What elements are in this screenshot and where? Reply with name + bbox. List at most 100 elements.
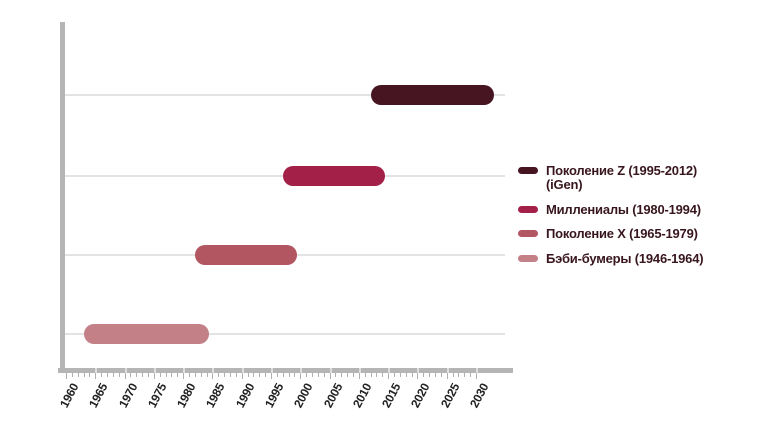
minor-tick [130, 373, 131, 377]
minor-tick [406, 373, 407, 377]
axis-segment-gap [359, 368, 361, 373]
minor-tick [376, 373, 377, 377]
major-tick [476, 373, 477, 379]
minor-tick [207, 373, 208, 377]
minor-tick [371, 373, 372, 377]
minor-tick [218, 373, 219, 377]
minor-tick [142, 373, 143, 377]
minor-tick [382, 373, 383, 377]
minor-tick [253, 373, 254, 377]
minor-tick [324, 373, 325, 377]
axis-segment-gap [330, 368, 332, 373]
legend-item: Поколение Z (1995-2012) (iGen) [518, 164, 703, 192]
legend-label: Миллениалы (1980-1994) [546, 201, 701, 217]
generation-span-bar [282, 166, 386, 186]
major-tick [417, 373, 418, 379]
major-tick [95, 373, 96, 379]
minor-tick [341, 373, 342, 377]
minor-tick [423, 373, 424, 377]
minor-tick [265, 373, 266, 377]
minor-tick [119, 373, 120, 377]
minor-tick [201, 373, 202, 377]
minor-tick [458, 373, 459, 377]
minor-tick [248, 373, 249, 377]
minor-tick [435, 373, 436, 377]
minor-tick [335, 373, 336, 377]
minor-tick [224, 373, 225, 377]
major-tick [388, 373, 389, 379]
x-axis-tick-label: 1960 [57, 381, 82, 411]
minor-tick [72, 373, 73, 377]
minor-tick [283, 373, 284, 377]
minor-tick [166, 373, 167, 377]
minor-tick [136, 373, 137, 377]
minor-tick [148, 373, 149, 377]
major-tick [271, 373, 272, 379]
axis-segment-gap [242, 368, 244, 373]
major-tick [154, 373, 155, 379]
axis-segment-gap [212, 368, 214, 373]
legend-swatch-icon [518, 205, 538, 213]
minor-tick [289, 373, 290, 377]
minor-tick [230, 373, 231, 377]
minor-tick [429, 373, 430, 377]
axis-segment-gap [388, 368, 390, 373]
minor-tick [177, 373, 178, 377]
gridline [65, 94, 505, 96]
minor-tick [353, 373, 354, 377]
legend-label: Поколение Z (1995-2012) (iGen) [546, 163, 698, 192]
minor-tick [101, 373, 102, 377]
axis-segment-gap [300, 368, 302, 373]
generation-span-bar [194, 245, 298, 265]
minor-tick [113, 373, 114, 377]
minor-tick [453, 373, 454, 377]
minor-tick [318, 373, 319, 377]
legend-label: Бэби-бумеры (1946-1964) [546, 251, 704, 267]
minor-tick [365, 373, 366, 377]
minor-tick [412, 373, 413, 377]
legend-label: Поколение X (1965-1979) [546, 226, 698, 242]
gridline [65, 333, 505, 335]
minor-tick [312, 373, 313, 377]
major-tick [66, 373, 67, 379]
minor-tick [441, 373, 442, 377]
minor-tick [84, 373, 85, 377]
major-tick [242, 373, 243, 379]
axis-segment-gap [476, 368, 478, 373]
axis-segment-gap [154, 368, 156, 373]
minor-tick [394, 373, 395, 377]
minor-tick [400, 373, 401, 377]
generation-span-bar [83, 324, 210, 344]
axis-segment-gap [447, 368, 449, 373]
minor-tick [470, 373, 471, 377]
minor-tick [89, 373, 90, 377]
major-tick [125, 373, 126, 379]
minor-tick [294, 373, 295, 377]
minor-tick [236, 373, 237, 377]
axis-segment-gap [95, 368, 97, 373]
legend-item: Миллениалы (1980-1994) [518, 201, 703, 217]
x-axis-line [58, 368, 513, 373]
y-axis-line [60, 22, 65, 373]
minor-tick [347, 373, 348, 377]
legend-swatch-icon [518, 167, 538, 174]
legend-item: Бэби-бумеры (1946-1964) [518, 251, 704, 267]
minor-tick [277, 373, 278, 377]
major-tick [330, 373, 331, 379]
minor-tick [78, 373, 79, 377]
major-tick [300, 373, 301, 379]
major-tick [447, 373, 448, 379]
legend: Поколение Z (1995-2012) (iGen) Миллениалы… [518, 164, 704, 267]
major-tick [183, 373, 184, 379]
legend-item: Поколение X (1965-1979) [518, 227, 703, 241]
legend-swatch-icon [518, 255, 538, 263]
minor-tick [259, 373, 260, 377]
minor-tick [464, 373, 465, 377]
minor-tick [189, 373, 190, 377]
axis-segment-gap [417, 368, 419, 373]
minor-tick [306, 373, 307, 377]
minor-tick [171, 373, 172, 377]
minor-tick [107, 373, 108, 377]
minor-tick [195, 373, 196, 377]
